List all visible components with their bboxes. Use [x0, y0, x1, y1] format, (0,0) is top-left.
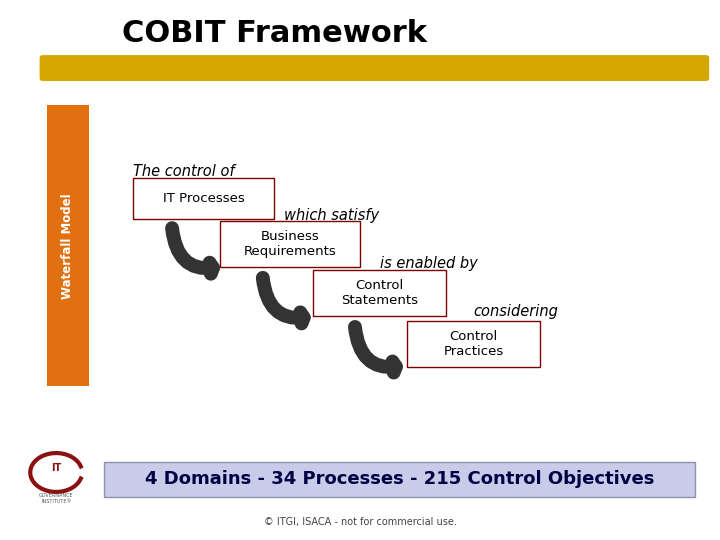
Circle shape	[26, 450, 86, 495]
Text: COBIT Framework: COBIT Framework	[122, 19, 428, 48]
Text: is enabled by: is enabled by	[380, 256, 478, 271]
Text: GOVERNANCE
INSTITUTE®: GOVERNANCE INSTITUTE®	[39, 493, 73, 504]
Text: which satisfy: which satisfy	[284, 208, 379, 223]
FancyBboxPatch shape	[40, 55, 709, 81]
Text: Waterfall Model: Waterfall Model	[61, 193, 74, 299]
FancyBboxPatch shape	[407, 321, 540, 367]
FancyBboxPatch shape	[47, 105, 89, 386]
FancyBboxPatch shape	[104, 462, 695, 497]
Text: IT Processes: IT Processes	[163, 192, 244, 205]
Text: 4 Domains - 34 Processes - 215 Control Objectives: 4 Domains - 34 Processes - 215 Control O…	[145, 470, 654, 488]
Text: Business
Requirements: Business Requirements	[243, 231, 336, 258]
Text: Control
Practices: Control Practices	[444, 330, 503, 358]
FancyBboxPatch shape	[220, 221, 360, 267]
FancyBboxPatch shape	[313, 270, 446, 316]
Text: The control of: The control of	[133, 164, 235, 179]
Text: Control
Statements: Control Statements	[341, 279, 418, 307]
Text: IT: IT	[51, 463, 61, 473]
FancyBboxPatch shape	[133, 178, 274, 219]
Text: © ITGI, ISACA - not for commercial use.: © ITGI, ISACA - not for commercial use.	[264, 516, 456, 526]
Text: considering: considering	[474, 304, 559, 319]
